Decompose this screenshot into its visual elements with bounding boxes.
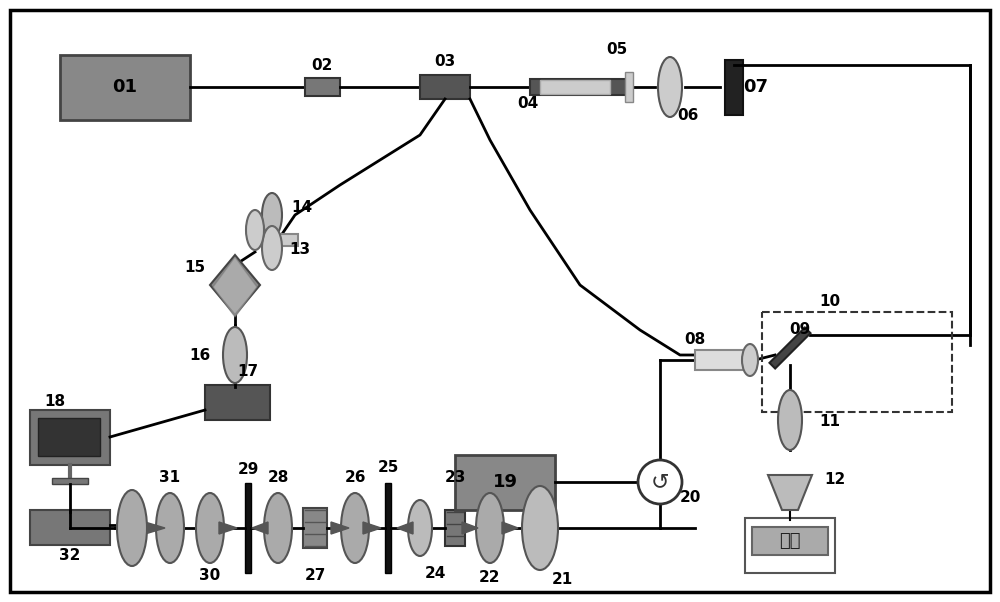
Text: 11: 11 xyxy=(820,415,840,429)
Text: 28: 28 xyxy=(267,471,289,485)
Text: 07: 07 xyxy=(744,78,768,96)
Text: 26: 26 xyxy=(344,471,366,485)
Circle shape xyxy=(638,460,682,504)
Text: 05: 05 xyxy=(606,43,628,58)
Bar xyxy=(305,78,340,96)
Text: 13: 13 xyxy=(289,243,311,258)
Ellipse shape xyxy=(262,193,282,237)
Text: ↺: ↺ xyxy=(651,472,669,492)
Ellipse shape xyxy=(223,327,247,383)
Bar xyxy=(695,350,750,370)
Text: 22: 22 xyxy=(479,571,501,586)
Text: 01: 01 xyxy=(112,78,138,96)
Bar xyxy=(725,60,743,115)
Polygon shape xyxy=(145,522,165,534)
Bar xyxy=(762,312,952,412)
Text: 10: 10 xyxy=(819,294,841,309)
Polygon shape xyxy=(502,522,518,534)
Text: 29: 29 xyxy=(237,462,259,477)
Text: 03: 03 xyxy=(434,55,456,69)
Text: 17: 17 xyxy=(237,364,259,379)
Text: 09: 09 xyxy=(789,323,811,338)
Text: 25: 25 xyxy=(377,461,399,476)
Bar xyxy=(38,418,100,456)
Bar xyxy=(455,455,555,510)
Ellipse shape xyxy=(742,344,758,376)
Bar xyxy=(205,385,270,420)
Ellipse shape xyxy=(778,390,802,450)
Ellipse shape xyxy=(408,500,432,556)
Bar xyxy=(30,410,110,465)
Ellipse shape xyxy=(262,226,282,270)
Text: 12: 12 xyxy=(824,473,846,488)
Text: 23: 23 xyxy=(444,471,466,485)
Bar xyxy=(30,510,110,545)
Bar xyxy=(258,234,298,246)
Ellipse shape xyxy=(658,57,682,117)
Text: 20: 20 xyxy=(679,489,701,504)
Text: 21: 21 xyxy=(551,573,573,588)
Ellipse shape xyxy=(522,486,558,570)
Ellipse shape xyxy=(156,493,184,563)
Bar xyxy=(625,72,633,102)
Polygon shape xyxy=(252,522,268,534)
Text: 24: 24 xyxy=(424,565,446,580)
Text: 30: 30 xyxy=(199,568,221,583)
Bar xyxy=(540,80,610,94)
Text: 02: 02 xyxy=(311,58,333,72)
Polygon shape xyxy=(363,522,381,534)
Text: 27: 27 xyxy=(304,568,326,583)
Text: 19: 19 xyxy=(492,473,518,491)
Bar xyxy=(752,527,828,555)
Text: 32: 32 xyxy=(59,547,81,562)
Bar xyxy=(530,79,630,95)
Ellipse shape xyxy=(476,493,504,563)
Ellipse shape xyxy=(117,490,147,566)
Ellipse shape xyxy=(341,493,369,563)
Text: 样品: 样品 xyxy=(779,532,801,550)
Bar xyxy=(385,483,391,573)
Polygon shape xyxy=(768,475,812,510)
Bar xyxy=(52,478,88,484)
Bar xyxy=(303,508,327,548)
Bar xyxy=(445,510,465,546)
Polygon shape xyxy=(462,522,478,534)
Ellipse shape xyxy=(264,493,292,563)
Polygon shape xyxy=(219,522,237,534)
Text: 08: 08 xyxy=(684,332,706,347)
Bar xyxy=(245,483,251,573)
Bar xyxy=(420,75,470,99)
Text: 04: 04 xyxy=(517,96,539,111)
Ellipse shape xyxy=(246,210,264,250)
Polygon shape xyxy=(397,522,413,534)
Bar xyxy=(60,55,190,120)
Text: 16: 16 xyxy=(189,347,211,362)
Text: 14: 14 xyxy=(291,199,313,214)
Bar xyxy=(745,518,835,573)
Ellipse shape xyxy=(196,493,224,563)
Polygon shape xyxy=(213,257,257,317)
Polygon shape xyxy=(210,255,260,315)
Text: 31: 31 xyxy=(159,471,181,485)
Text: 15: 15 xyxy=(184,261,206,276)
Text: 06: 06 xyxy=(677,108,699,122)
Polygon shape xyxy=(331,522,349,534)
Text: 18: 18 xyxy=(44,394,66,409)
Polygon shape xyxy=(769,327,811,368)
